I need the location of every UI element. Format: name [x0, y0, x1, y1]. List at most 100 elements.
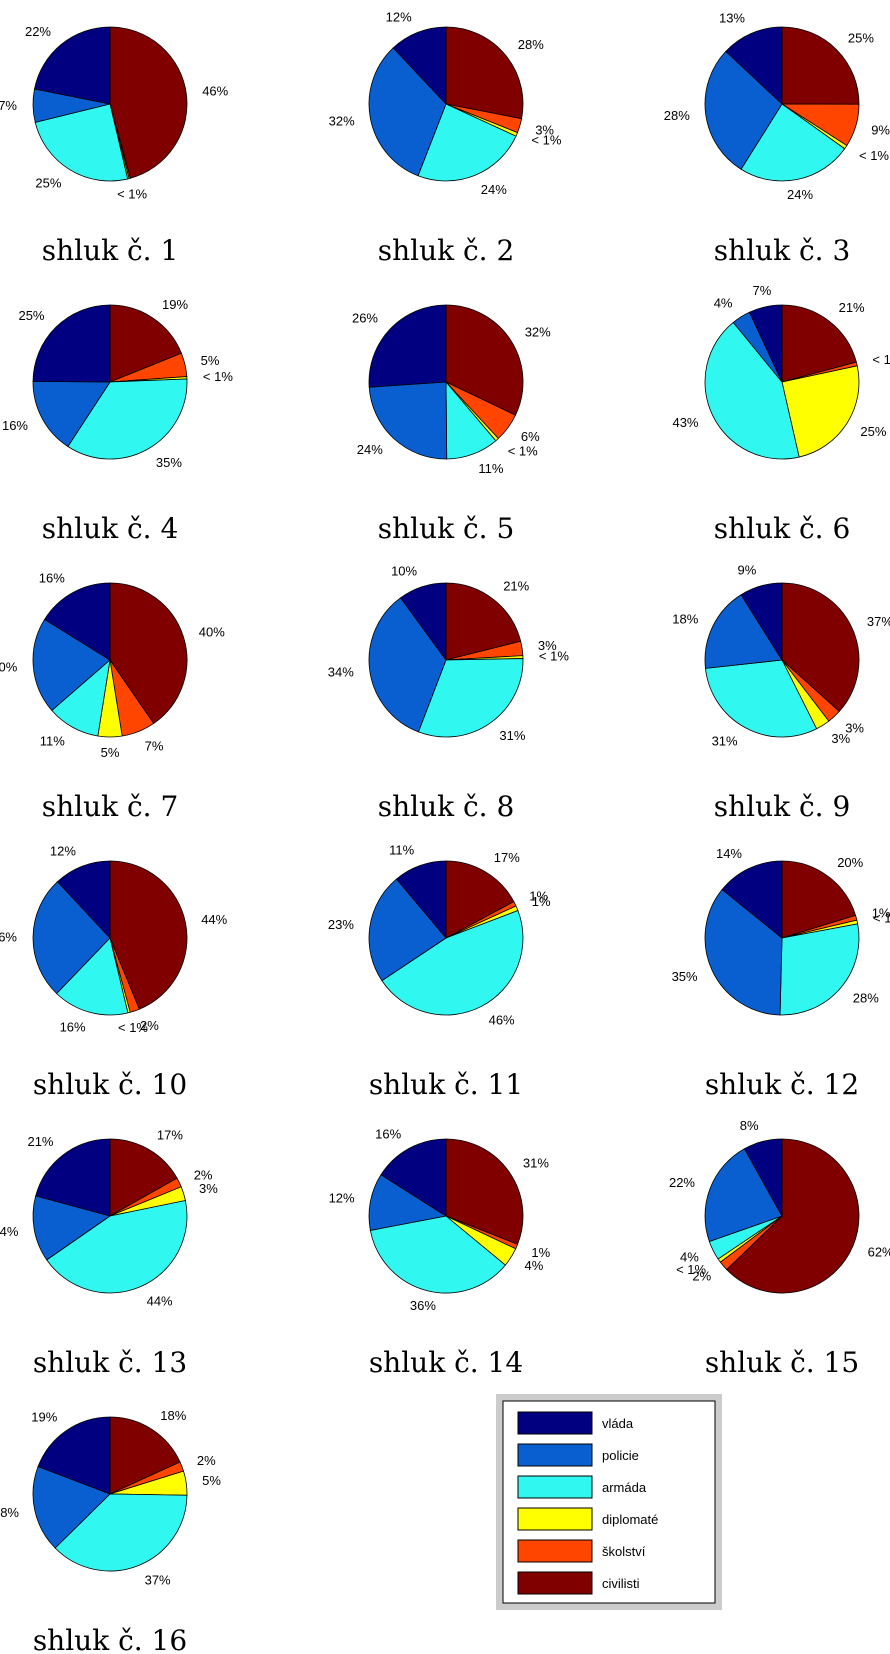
pie-pct-label-12-2: 1% [872, 906, 890, 921]
legend-box [502, 1400, 716, 1604]
pie-caption-15: shluk č. 15 [705, 1346, 859, 1379]
pie-pct-label-15-5: 22% [669, 1175, 695, 1190]
pie-slice-5-1 [445, 304, 524, 416]
pie-pct-label-8-3: < 1% [539, 649, 569, 664]
pie-pct-label-10-6: 12% [50, 844, 76, 859]
pie-pct-label-12-5: 35% [672, 969, 698, 984]
pie-pct-label-10-1: 44% [201, 912, 227, 927]
pie-caption-7: shluk č. 7 [42, 790, 179, 823]
pie-slice-3-1 [781, 26, 860, 105]
pie-slice-9-4 [705, 659, 818, 738]
pie-pct-label-7-4: 11% [40, 733, 65, 748]
pie-pct-label-5-1: 32% [525, 324, 551, 339]
pie-pct-label-3-1: 25% [848, 30, 874, 45]
pie-slice-12-4 [779, 923, 860, 1016]
pie-caption-5: shluk č. 5 [378, 512, 515, 545]
pie-slice-11-1 [445, 860, 515, 939]
pie-slice-2-1 [445, 26, 524, 120]
pie-pct-label-14-2: 1% [531, 1245, 550, 1260]
pie-slice-3-5 [704, 50, 783, 170]
pie-cluster-5: 32% 6%< 1% 11% 24% 26% shluk č. 5 [352, 304, 551, 545]
legend-label-2: policie [602, 1448, 639, 1463]
pie-pct-label-1-5: 7% [0, 98, 17, 113]
pie-cluster-14: 31% 1%4% 36% 12% 16% shluk č. 14 [329, 1127, 551, 1380]
pie-pct-label-4-4: 35% [156, 455, 182, 470]
pie-pct-label-7-1: 40% [199, 624, 225, 639]
pie-cluster-4: 19% 5%< 1% 35% 16% 25% shluk č. 4 [2, 297, 233, 545]
pie-slice-4-4 [67, 378, 188, 460]
pie-slice-8-5 [368, 597, 447, 733]
pie-slice-6-3 [781, 365, 860, 458]
pie-pct-label-13-5: 14% [0, 1224, 19, 1239]
pie-slice-15-5 [704, 1148, 783, 1242]
pie-slice-14-4 [369, 1215, 506, 1294]
pie-caption-16: shluk č. 16 [33, 1624, 187, 1654]
pie-slice-14-6 [380, 1138, 447, 1217]
pie-pct-label-13-2: 2% [194, 1168, 213, 1183]
pie-pct-label-13-3: 3% [199, 1181, 218, 1196]
pie-slice-13-6 [35, 1138, 111, 1217]
pie-pct-label-4-1: 19% [162, 297, 188, 312]
pie-pct-label-11-3: 1% [532, 894, 551, 909]
pie-slice-12-6 [721, 860, 783, 939]
pie-pct-label-15-4: 4% [680, 1250, 699, 1265]
pie-caption-12: shluk č. 12 [705, 1068, 859, 1101]
pie-slice-14-1 [445, 1138, 524, 1245]
pie-cluster-1: 46% < 1% 25% 7% 22% shluk č. 1 [0, 24, 229, 267]
pie-pct-label-9-3: 3% [831, 731, 850, 746]
legend-swatch-6 [517, 1571, 593, 1595]
pie-slice-3-4 [740, 103, 846, 182]
pie-caption-2: shluk č. 2 [378, 234, 515, 267]
pie-slice-4-1 [109, 304, 182, 383]
pie-pct-label-1-3: < 1% [117, 186, 147, 201]
pie-pct-label-8-2: 3% [538, 638, 557, 653]
pie-slice-12-5 [704, 888, 783, 1016]
pie-slice-1-6 [34, 26, 111, 105]
pie-pct-label-10-2: 2% [140, 1018, 159, 1033]
pie-pct-label-5-2: 6% [521, 429, 540, 444]
legend-swatch-2 [517, 1443, 593, 1467]
pie-pct-label-14-6: 16% [375, 1127, 401, 1142]
pie-pct-label-5-5: 24% [357, 442, 383, 457]
pie-slice-7-6 [44, 582, 111, 661]
pie-slice-16-4 [54, 1493, 188, 1572]
pie-pct-label-3-2: 9% [871, 122, 890, 137]
pie-pct-label-8-6: 10% [391, 564, 417, 579]
pie-slice-16-6 [37, 1416, 111, 1495]
pie-pct-label-10-4: 16% [60, 1020, 86, 1035]
pie-slice-16-1 [109, 1416, 181, 1495]
pie-slice-4-6 [32, 304, 111, 383]
pie-slice-9-5 [704, 594, 783, 669]
pie-cluster-16: 18% 2% 5% 37% 18% 19% shluk č. 16 [0, 1408, 221, 1654]
pies-layer: 46%< 1%25%7%22%shluk č. 128%3%< 1%24%32%… [0, 10, 890, 1654]
pie-slice-2-5 [368, 47, 447, 177]
pie-cluster-2: 28% 3%< 1% 24% 32% 12% shluk č. 2 [329, 10, 562, 267]
pie-pct-label-15-1: 62% [868, 1244, 890, 1259]
legend-label-1: vláda [602, 1416, 634, 1431]
pie-caption-6: shluk č. 6 [714, 512, 851, 545]
legend-label-4: diplomaté [602, 1512, 658, 1527]
pie-pct-label-6-2: < 1% [872, 352, 890, 367]
pie-pct-label-4-5: 16% [2, 418, 28, 433]
pie-pct-label-2-5: 32% [329, 114, 355, 129]
pie-pct-label-16-6: 19% [31, 1409, 57, 1424]
legend-items: vláda policie armáda diplomaté školství civil… [517, 1411, 658, 1595]
pie-pct-label-11-1: 17% [494, 850, 520, 865]
pie-pct-label-3-4: 24% [787, 187, 813, 202]
pie-caption-10: shluk č. 10 [33, 1068, 187, 1101]
pie-cluster-10: 44% 2%< 1% 16% 26% 12% shluk č. 10 [0, 844, 228, 1102]
pie-slice-2-6 [392, 26, 447, 106]
pie-pct-label-2-3: < 1% [531, 133, 561, 148]
pie-slice-8-6 [400, 582, 447, 662]
pie-pct-label-13-6: 21% [27, 1134, 53, 1149]
pie-cluster-15: 62% 2%< 1%4% 22% 8% shluk č. 15 [669, 1118, 890, 1379]
pie-pct-label-5-6: 26% [352, 311, 378, 326]
legend-label-6: civilisti [602, 1576, 640, 1591]
pie-slice-15-1 [726, 1138, 860, 1294]
pie-slice-11-6 [395, 860, 447, 940]
pie-cluster-11: 17% 1%1% 46% 23% 11% shluk č. 11 [328, 843, 551, 1101]
legend-swatch-5 [517, 1539, 593, 1563]
pie-slice-8-4 [417, 658, 524, 738]
pie-pct-label-1-4: 25% [35, 175, 61, 190]
